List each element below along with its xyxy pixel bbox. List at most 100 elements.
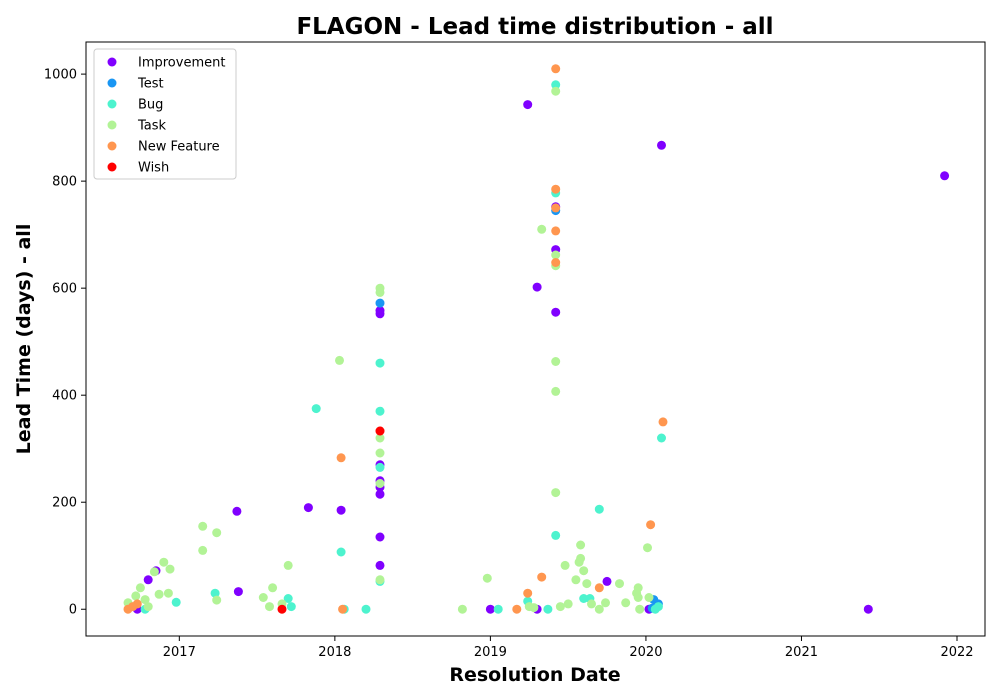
legend-marker-improvement bbox=[107, 57, 117, 67]
point-bug-22 bbox=[657, 433, 666, 443]
x-tick-label: 2019 bbox=[474, 645, 507, 660]
point-task-42 bbox=[576, 553, 586, 563]
point-new-feature-16 bbox=[658, 417, 668, 427]
y-tick-label: 800 bbox=[52, 175, 77, 190]
chart-title: FLAGON - Lead time distribution - all bbox=[296, 14, 773, 40]
point-bug-8 bbox=[361, 604, 371, 614]
legend-marker-bug bbox=[107, 99, 117, 109]
point-task-15 bbox=[265, 602, 274, 612]
point-task-31 bbox=[551, 86, 561, 96]
point-task-2 bbox=[135, 583, 145, 593]
x-tick-label: 2017 bbox=[163, 645, 196, 660]
point-task-39 bbox=[563, 599, 573, 609]
point-task-3 bbox=[140, 595, 150, 605]
point-improvement-26 bbox=[940, 171, 950, 181]
point-new-feature-15 bbox=[646, 520, 656, 530]
x-tick-label: 2021 bbox=[785, 645, 818, 660]
point-task-34 bbox=[551, 357, 561, 366]
point-bug-3 bbox=[283, 594, 293, 603]
point-improvement-18 bbox=[532, 282, 542, 292]
point-task-11 bbox=[198, 545, 208, 555]
y-axis-ticks: 0 200 400 600 800 1000 bbox=[44, 68, 86, 618]
y-tick-label: 0 bbox=[69, 603, 77, 618]
point-bug-18 bbox=[551, 530, 561, 540]
point-bug-5 bbox=[311, 404, 321, 414]
legend-marker-task bbox=[107, 120, 117, 130]
point-task-4 bbox=[143, 602, 153, 612]
point-bug-1 bbox=[171, 597, 181, 607]
point-task-47 bbox=[594, 604, 604, 614]
point-bug-21 bbox=[594, 504, 604, 514]
legend-marker-wish bbox=[107, 162, 117, 172]
point-new-feature-6 bbox=[512, 604, 522, 614]
point-test-0 bbox=[375, 298, 385, 308]
point-bug-10 bbox=[375, 406, 385, 416]
point-new-feature-9 bbox=[551, 64, 561, 74]
point-new-feature-8 bbox=[537, 572, 547, 582]
x-axis-label: Resolution Date bbox=[449, 664, 620, 686]
point-task-12 bbox=[212, 528, 222, 538]
point-bug-11 bbox=[375, 462, 385, 472]
legend: Improvement Test Bug Task New Feature Wish bbox=[93, 48, 237, 180]
x-axis-ticks: 2017 2018 2019 2020 2021 2022 bbox=[163, 636, 974, 660]
point-improvement-6 bbox=[336, 505, 346, 515]
point-task-45 bbox=[582, 579, 592, 589]
point-task-8 bbox=[163, 588, 173, 598]
y-tick-label: 1000 bbox=[44, 68, 77, 83]
legend-label-bug: Bug bbox=[138, 98, 163, 113]
point-improvement-3 bbox=[232, 506, 242, 516]
y-tick-label: 200 bbox=[52, 496, 77, 511]
x-tick-label: 2022 bbox=[940, 645, 973, 660]
point-task-30 bbox=[537, 224, 547, 234]
point-task-21 bbox=[375, 287, 385, 297]
point-task-23 bbox=[375, 448, 385, 458]
point-task-53 bbox=[633, 593, 643, 602]
point-new-feature-7 bbox=[523, 588, 533, 598]
point-bug-16 bbox=[551, 80, 561, 90]
point-improvement-8 bbox=[375, 532, 385, 542]
point-task-22 bbox=[375, 433, 385, 443]
point-task-6 bbox=[154, 589, 164, 599]
point-task-18 bbox=[283, 560, 293, 570]
x-tick-label: 2018 bbox=[318, 645, 351, 660]
point-new-feature-2 bbox=[132, 599, 142, 609]
legend-label-wish: Wish bbox=[138, 161, 169, 176]
legend-label-test: Test bbox=[137, 77, 164, 92]
point-improvement-13 bbox=[375, 560, 385, 570]
point-task-56 bbox=[644, 593, 654, 602]
plot-frame bbox=[85, 41, 986, 637]
point-new-feature-3 bbox=[336, 453, 346, 463]
point-task-14 bbox=[258, 593, 268, 602]
point-task-46 bbox=[587, 599, 596, 609]
point-task-36 bbox=[551, 488, 561, 498]
point-new-feature-14 bbox=[594, 583, 604, 593]
point-task-25 bbox=[375, 575, 385, 585]
y-axis-label: Lead Time (days) - all bbox=[13, 224, 35, 455]
point-task-7 bbox=[159, 557, 169, 567]
point-task-29 bbox=[529, 603, 539, 613]
point-task-1 bbox=[131, 591, 141, 601]
legend-marker-new-feature bbox=[107, 141, 117, 151]
legend-label-task: Task bbox=[137, 119, 167, 134]
point-bug-13 bbox=[493, 604, 503, 614]
y-tick-label: 600 bbox=[52, 282, 77, 297]
point-new-feature-12 bbox=[551, 226, 561, 236]
point-improvement-9 bbox=[375, 489, 385, 499]
point-task-10 bbox=[198, 521, 208, 531]
point-task-44 bbox=[579, 566, 589, 576]
legend-box bbox=[93, 48, 237, 180]
point-task-49 bbox=[615, 579, 624, 589]
point-improvement-1 bbox=[143, 575, 153, 585]
point-improvement-23 bbox=[657, 140, 666, 150]
point-improvement-5 bbox=[303, 503, 313, 513]
point-task-55 bbox=[643, 543, 652, 553]
point-new-feature-10 bbox=[551, 184, 561, 194]
point-improvement-4 bbox=[233, 587, 243, 597]
point-wish-1 bbox=[375, 426, 385, 436]
point-task-40 bbox=[571, 575, 581, 585]
point-task-32 bbox=[551, 250, 561, 260]
legend-label-improvement: Improvement bbox=[138, 56, 225, 71]
point-task-37 bbox=[555, 602, 565, 612]
point-task-27 bbox=[482, 573, 492, 583]
